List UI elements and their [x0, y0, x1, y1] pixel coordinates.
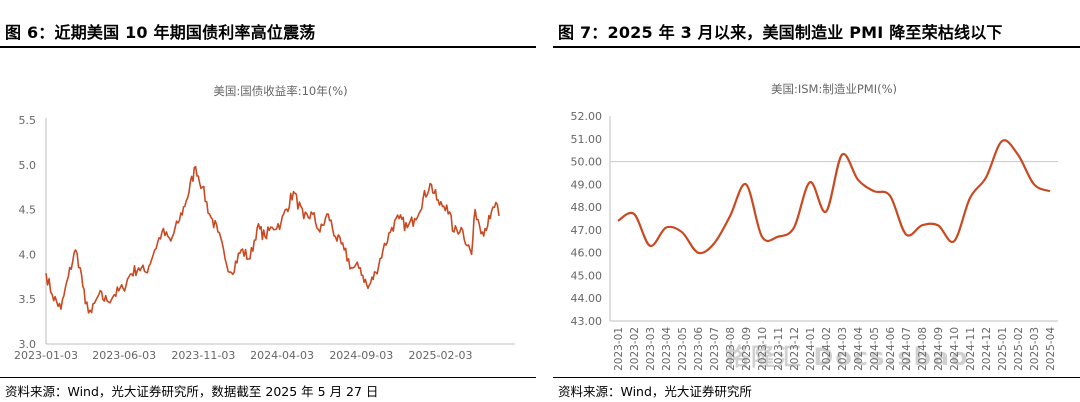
ism-pmi-chart: 美国:ISM:制造业PMI(%) 43.00 44.00 45.00 46.00 47.0…: [571, 82, 1058, 371]
x-tick-label: 2025-02: [1013, 327, 1025, 371]
x-tick-label: 2023-03: [645, 327, 657, 371]
y-tick-label: 46.00: [571, 247, 603, 260]
y-tick-label: 48.00: [571, 201, 603, 214]
x-tick-label: 2024-08: [917, 327, 929, 371]
x-tick-label: 2023-01-03: [14, 349, 78, 362]
x-tick-label: 2023-01: [613, 327, 625, 371]
x-tick-label: 2023-06-03: [92, 349, 156, 362]
x-tick-label: 2023-06: [693, 327, 705, 371]
pmi-series-line: [617, 139, 1051, 255]
y-tick-label: 47.00: [571, 224, 603, 237]
y-tick-label: 50.00: [571, 156, 603, 169]
x-tick-label: 2024-09: [933, 327, 945, 371]
y-tick-label: 44.00: [571, 292, 603, 305]
y-tick-label: 51.00: [571, 133, 603, 146]
x-tick-label: 2024-06: [885, 327, 897, 371]
x-tick-label: 2023-10: [757, 327, 769, 371]
x-tick-label: 2023-05: [677, 327, 689, 371]
left-figure-panel: 图 6：近期美国 10 年期国债利率高位震荡 美国:国债收益率:10年(%) 3.…: [0, 0, 536, 402]
x-tick-label: 2023-02: [629, 327, 641, 371]
title-rule: [553, 46, 1080, 48]
x-tick-label: 2024-10: [949, 327, 961, 371]
figure-7-source: 资料来源：Wind，光大证券研究所: [558, 384, 752, 399]
figure-6-title: 图 6：近期美国 10 年期国债利率高位震荡: [5, 23, 316, 42]
x-tick-label: 2023-11: [773, 327, 785, 371]
x-tick-label: 2024-05: [869, 327, 881, 371]
y-tick-label: 5.5: [19, 114, 37, 127]
x-tick-label: 2024-03: [837, 327, 849, 371]
watermark: 格隆汇 Docs.sbao: [725, 343, 970, 371]
x-tick-label: 2024-11: [965, 327, 977, 371]
figure-6-source: 资料来源：Wind，光大证券研究所，数据截至 2025 年 5 月 27 日: [5, 384, 379, 399]
title-rule: [0, 46, 536, 48]
x-tick-label: 2023-11-03: [171, 349, 235, 362]
x-tick-label: 2024-01: [805, 327, 817, 371]
x-tick-label: 2025-01: [997, 327, 1009, 371]
x-tick-label: 2024-07: [901, 327, 913, 371]
y-tick-label: 45.00: [571, 269, 603, 282]
x-tick-label: 2024-02: [821, 327, 833, 371]
source-rule: [553, 377, 1080, 378]
figure-7-title: 图 7：2025 年 3 月以来，美国制造业 PMI 降至荣枯线以下: [558, 23, 1003, 42]
y-tick-label: 5.0: [19, 159, 37, 172]
x-tick-label: 2023-04: [661, 327, 673, 371]
chart-title: 美国:ISM:制造业PMI(%): [771, 82, 897, 96]
x-tick-label: 2023-08: [725, 327, 737, 371]
x-tick-label: 2023-07: [709, 327, 721, 371]
y-tick-label: 43.00: [571, 315, 603, 328]
right-figure-panel: 图 7：2025 年 3 月以来，美国制造业 PMI 降至荣枯线以下 美国:IS…: [553, 0, 1080, 402]
y-tick-label: 52.00: [571, 110, 603, 123]
x-tick-label: 2025-02-03: [409, 349, 473, 362]
x-tick-label: 2023-09: [741, 327, 753, 371]
yield-series-line: [45, 165, 500, 314]
y-tick-label: 4.5: [19, 204, 37, 217]
x-tick-label: 2025-03: [1029, 327, 1041, 371]
x-tick-label: 2024-04: [853, 327, 865, 371]
y-tick-label: 3.5: [19, 293, 37, 306]
y-tick-label: 49.00: [571, 178, 603, 191]
x-tick-label: 2024-12: [981, 327, 993, 371]
x-tick-label: 2024-09-03: [329, 349, 393, 362]
chart-title: 美国:国债收益率:10年(%): [213, 84, 347, 98]
y-tick-label: 4.0: [19, 248, 37, 261]
treasury-yield-chart: 美国:国债收益率:10年(%) 3.0 3.5 4.0 4.5 5.0 5.5 2023-01…: [14, 84, 515, 362]
x-tick-label: 2024-04-03: [250, 349, 314, 362]
y-tick-label: 3.0: [19, 338, 37, 351]
x-tick-label: 2025-04: [1045, 327, 1057, 371]
source-rule: [0, 377, 536, 378]
x-tick-label: 2023-12: [789, 327, 801, 371]
